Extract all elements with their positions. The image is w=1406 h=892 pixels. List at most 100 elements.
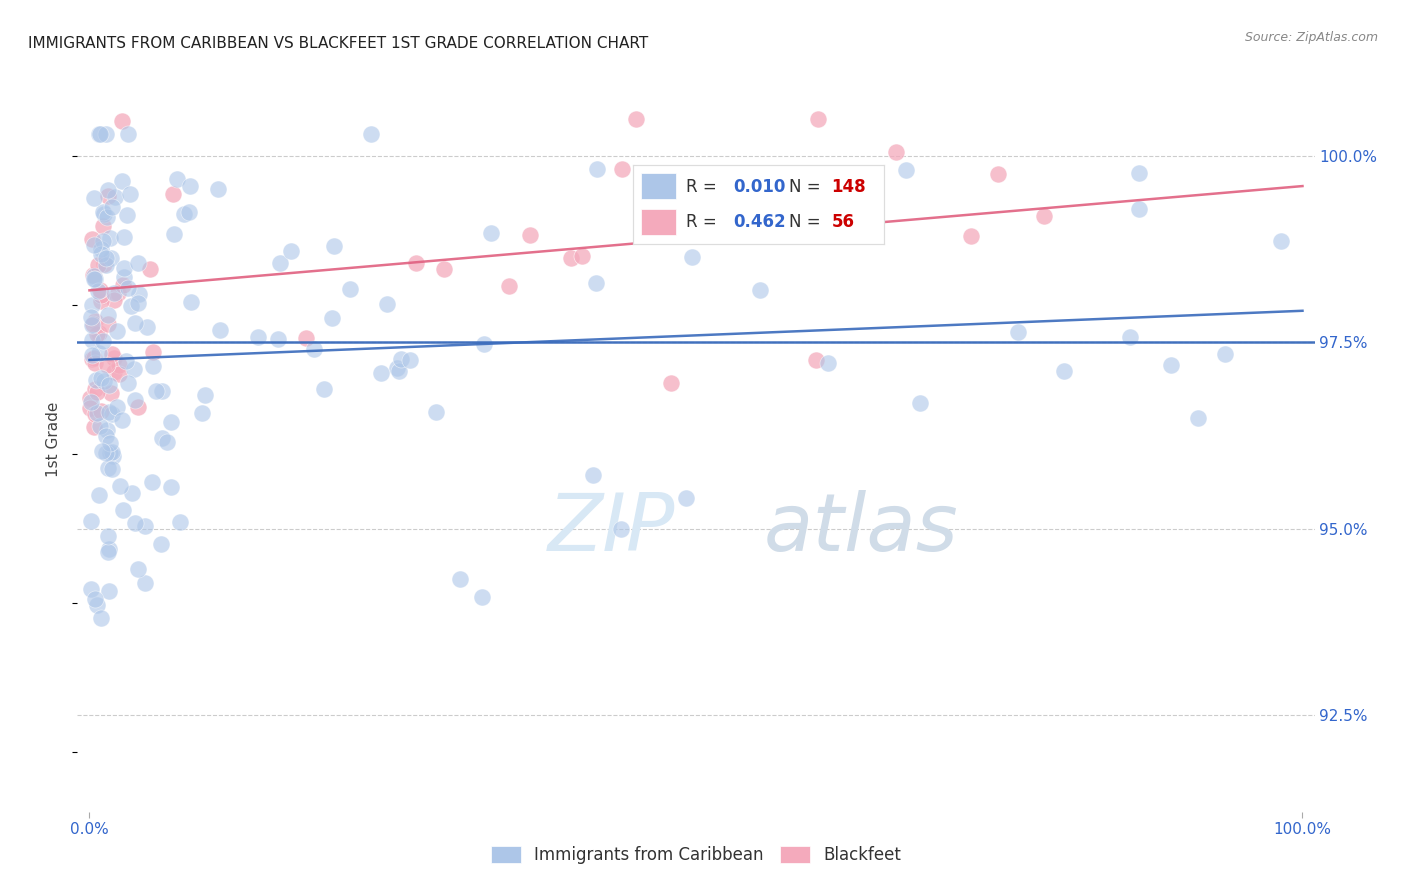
Point (97, 318, 120, 332)
Text: 56: 56 (831, 213, 855, 231)
Text: 0.462: 0.462 (734, 213, 786, 231)
Point (370, 366, 392, 380)
Point (91, 289, 114, 303)
Point (97, 529, 120, 543)
Point (112, 230, 135, 244)
Point (91, 234, 114, 248)
Point (177, 205, 200, 219)
Point (83, 272, 105, 286)
Point (108, 479, 131, 493)
Point (405, 256, 427, 270)
Point (100, 251, 122, 265)
Point (111, 114, 134, 128)
Point (84, 382, 107, 396)
Point (90, 287, 112, 301)
Point (101, 347, 124, 361)
Point (94, 251, 117, 265)
Point (91, 444, 114, 458)
Point (103, 351, 125, 366)
Point (127, 401, 149, 415)
Point (82, 348, 104, 362)
Point (90, 247, 112, 261)
Point (173, 207, 195, 221)
Point (112, 260, 135, 275)
Point (269, 256, 291, 270)
Point (156, 435, 179, 450)
Point (166, 172, 188, 186)
Point (1119, 330, 1142, 344)
Point (83, 269, 105, 284)
Point (807, 112, 830, 126)
Point (121, 486, 143, 500)
Point (959, 228, 981, 243)
Point (624, 112, 647, 126)
Point (150, 384, 173, 399)
Point (749, 284, 772, 298)
Point (471, 590, 494, 604)
Point (101, 200, 124, 214)
Point (89, 127, 111, 141)
Point (89, 283, 111, 297)
Point (314, 382, 336, 396)
Point (1032, 209, 1054, 223)
Point (124, 516, 146, 530)
Text: 0.010: 0.010 (734, 178, 786, 195)
Point (94, 127, 117, 141)
Point (159, 480, 181, 494)
Point (90, 611, 112, 625)
Point (117, 376, 139, 390)
Point (86, 327, 108, 342)
Point (96, 210, 118, 224)
Point (1007, 325, 1029, 339)
Point (101, 450, 124, 464)
Point (610, 161, 633, 176)
Point (399, 352, 422, 367)
Point (98, 446, 121, 460)
Point (194, 388, 217, 402)
Point (817, 356, 839, 370)
Point (163, 227, 186, 241)
Point (96, 423, 118, 437)
Point (111, 413, 134, 427)
Point (89, 488, 111, 502)
Point (93, 257, 115, 271)
Legend: Immigrants from Caribbean, Blackfeet: Immigrants from Caribbean, Blackfeet (484, 838, 908, 871)
Point (142, 359, 165, 373)
Point (79, 392, 101, 406)
Point (142, 344, 165, 359)
Point (266, 332, 288, 346)
Point (519, 228, 541, 243)
Point (90, 243, 112, 257)
Point (80, 514, 103, 528)
Point (162, 187, 184, 202)
Text: IMMIGRANTS FROM CARIBBEAN VS BLACKFEET 1ST GRADE CORRELATION CHART: IMMIGRANTS FROM CARIBBEAN VS BLACKFEET 1… (28, 36, 648, 51)
Point (108, 358, 131, 372)
Point (659, 376, 682, 390)
Point (97, 308, 120, 322)
Point (97, 460, 120, 475)
Point (586, 161, 609, 176)
Text: N =: N = (789, 178, 825, 195)
Point (127, 295, 149, 310)
Point (101, 445, 124, 459)
Point (107, 285, 129, 300)
Point (100, 231, 122, 245)
Point (84, 407, 107, 421)
Point (388, 364, 411, 378)
Point (160, 415, 183, 429)
Point (93, 207, 115, 221)
Point (472, 337, 495, 351)
Point (247, 330, 270, 344)
Point (280, 244, 302, 258)
Point (139, 261, 162, 276)
Point (449, 572, 471, 586)
Point (86, 258, 108, 272)
Point (122, 362, 145, 376)
Point (84, 592, 107, 607)
Point (111, 277, 134, 292)
Point (323, 239, 346, 253)
Point (375, 297, 398, 311)
Point (105, 400, 128, 414)
Point (82, 318, 104, 332)
Point (105, 324, 128, 338)
